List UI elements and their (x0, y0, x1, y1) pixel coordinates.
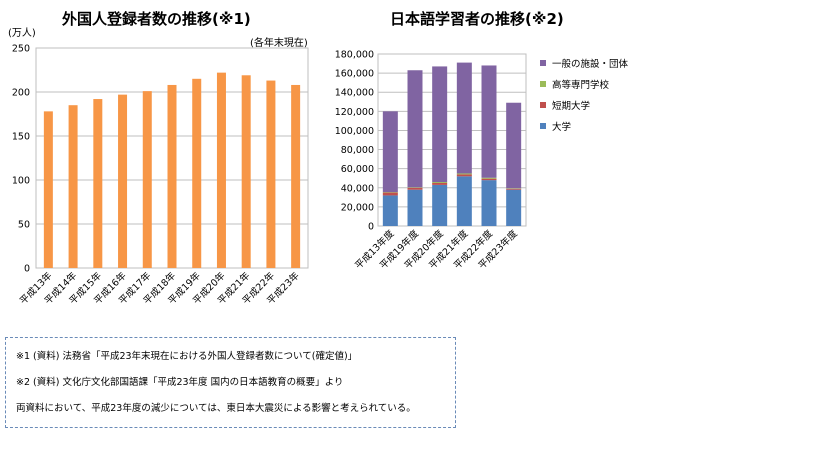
right-y-tick-label: 140,000 (335, 88, 374, 99)
right-y-tick-label: 80,000 (341, 145, 374, 156)
right-y-tick-label: 60,000 (341, 164, 374, 175)
right-stacked-bar-segment (407, 189, 423, 226)
left-bar (167, 84, 177, 269)
left-chart-date-note: (各年末現在) (250, 38, 308, 49)
legend-label: 高等専門学校 (552, 79, 610, 91)
right-stacked-bar-segment (432, 182, 448, 183)
legend-label: 一般の施設・団体 (552, 58, 629, 70)
left-bar (142, 91, 152, 269)
right-stacked-bar-segment (481, 178, 497, 181)
right-y-tick-label: 0 (368, 222, 374, 233)
left-y-tick-label: 50 (18, 220, 30, 231)
left-chart-title: 外国人登録者数の推移(※1) (62, 10, 251, 28)
right-y-tick-label: 160,000 (335, 69, 374, 80)
legend-swatch (540, 101, 546, 108)
right-stacked-bar-segment (382, 195, 398, 226)
legend-swatch (540, 122, 546, 129)
right-stacked-bar-segment (506, 102, 522, 189)
left-bar (241, 75, 251, 268)
right-stacked-bar-segment (382, 111, 398, 193)
left-bar (68, 105, 78, 268)
left-bar (266, 80, 276, 268)
right-stacked-bar-segment (456, 174, 472, 177)
right-y-tick-label: 100,000 (335, 126, 374, 137)
right-stacked-bar-segment (481, 177, 497, 179)
left-chart-unit-label: (万人) (8, 28, 36, 39)
left-bar (192, 78, 202, 268)
source-notes-box: ※1 (資料) 法務省「平成23年末現在における外国人登録者数について(確定値)… (5, 337, 456, 428)
left-y-tick-label: 250 (12, 44, 30, 55)
right-y-tick-label: 40,000 (341, 183, 374, 194)
right-stacked-bar-segment (456, 176, 472, 226)
left-bar (291, 84, 301, 269)
left-y-tick-label: 0 (24, 264, 30, 275)
right-stacked-bar-segment (481, 180, 497, 226)
right-y-tick-label: 20,000 (341, 202, 374, 213)
legend-item: 一般の施設・団体 (540, 52, 628, 73)
right-stacked-bar-segment (382, 192, 398, 196)
right-stacked-bar-segment (506, 188, 522, 190)
right-stacked-bar-segment (432, 66, 448, 183)
right-stacked-bar-segment (407, 70, 423, 188)
right-stacked-bar-segment (456, 62, 472, 174)
left-bar (93, 99, 103, 268)
legend-label: 短期大学 (552, 100, 591, 112)
right-stacked-bar-segment (432, 184, 448, 226)
left-bar (118, 94, 128, 268)
right-stacked-bar-segment (481, 65, 497, 178)
right-stacked-bar-segment (407, 187, 423, 190)
legend-item: 高等専門学校 (540, 73, 628, 94)
left-bar (43, 111, 53, 268)
legend-item: 大学 (540, 115, 628, 136)
right-chart-legend: 一般の施設・団体 高等専門学校 短期大学大学 (540, 52, 628, 136)
left-y-tick-label: 100 (12, 176, 30, 187)
right-stacked-bar-segment (432, 183, 448, 185)
right-stacked-bar-segment (506, 189, 522, 226)
legend-swatch (540, 80, 546, 87)
source-note-2: ※2 (資料) 文化庁文化部国語課「平成23年度 国内の日本語教育の概要」より (16, 377, 344, 388)
source-note-1: ※1 (資料) 法務省「平成23年末現在における外国人登録者数について(確定値)… (16, 351, 358, 362)
right-chart-title: 日本語学習者の推移(※2) (390, 10, 564, 28)
left-y-tick-label: 150 (12, 132, 30, 143)
legend-swatch (540, 59, 546, 66)
right-plot-area (377, 53, 527, 227)
right-stacked-bar-segment (456, 173, 472, 175)
legend-label: 大学 (552, 121, 572, 133)
left-y-tick-label: 200 (12, 88, 30, 99)
left-bar (216, 72, 226, 268)
source-note-3: 両資料において、平成23年度の減少については、東日本大震災による影響と考えられて… (16, 403, 416, 414)
right-y-tick-label: 180,000 (335, 50, 374, 61)
right-y-tick-label: 120,000 (335, 107, 374, 118)
legend-item: 短期大学 (540, 94, 628, 115)
